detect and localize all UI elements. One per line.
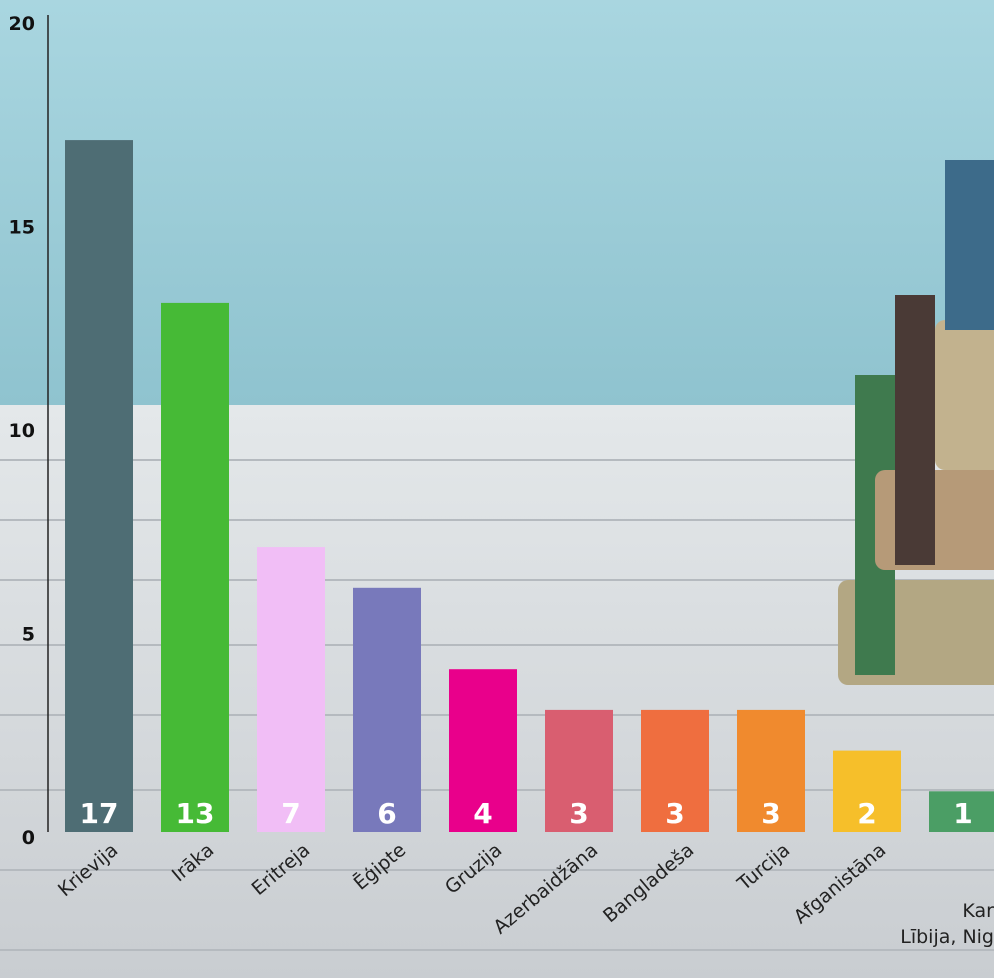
x-tick-label: Kar Lībija, Nig xyxy=(900,898,994,950)
value-label: 3 xyxy=(761,797,780,830)
chart-page: 05101520Krievija17Irāka13Eritreja7Ēģipte… xyxy=(0,0,994,978)
value-label: 3 xyxy=(665,797,684,830)
value-label: 3 xyxy=(569,797,588,830)
chart: 05101520Krievija17Irāka13Eritreja7Ēģipte… xyxy=(0,0,994,978)
y-tick-label: 5 xyxy=(22,624,35,646)
y-tick-label: 15 xyxy=(9,217,35,239)
value-label: 17 xyxy=(80,797,119,830)
value-label: 6 xyxy=(377,797,396,830)
bar xyxy=(257,547,325,832)
value-label: 2 xyxy=(857,797,876,830)
bar xyxy=(353,588,421,832)
value-label: 1 xyxy=(953,797,972,830)
background-wall xyxy=(0,0,994,405)
value-label: 7 xyxy=(281,797,300,830)
y-tick-label: 20 xyxy=(9,13,35,35)
value-label: 13 xyxy=(176,797,215,830)
value-label: 4 xyxy=(473,797,492,830)
bar xyxy=(161,303,229,832)
bar xyxy=(65,140,133,832)
y-tick-label: 10 xyxy=(9,420,35,442)
y-tick-label: 0 xyxy=(22,827,35,849)
